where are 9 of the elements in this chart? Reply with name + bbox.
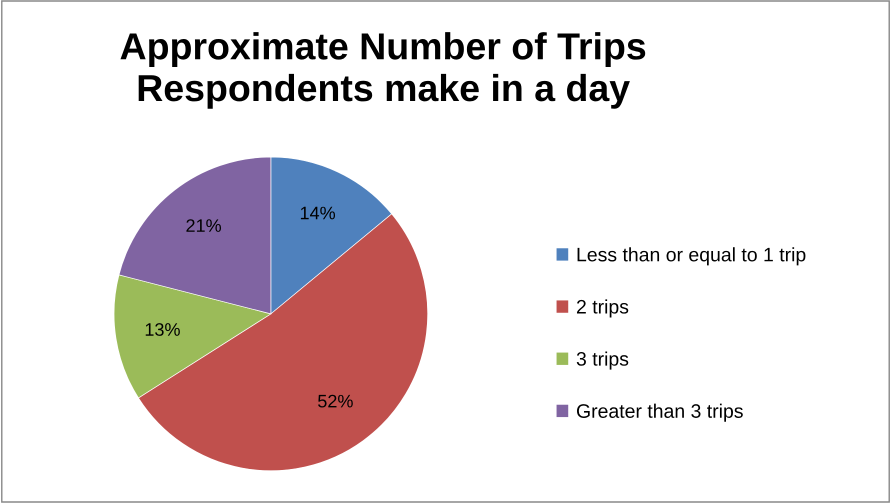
legend-label: Greater than 3 trips [576, 404, 743, 422]
data-label: 14% [300, 206, 336, 220]
legend-label: 2 trips [576, 299, 628, 318]
data-label: 52% [318, 394, 353, 408]
legend-label: Less than or equal to 1 trip [578, 247, 806, 266]
data-label: 13% [146, 323, 180, 336]
data-label: 21% [186, 219, 222, 232]
chart-title: Approximate Number of Trips Respondents make in a day [120, 32, 646, 109]
legend-label: 3 trips [576, 352, 628, 370]
